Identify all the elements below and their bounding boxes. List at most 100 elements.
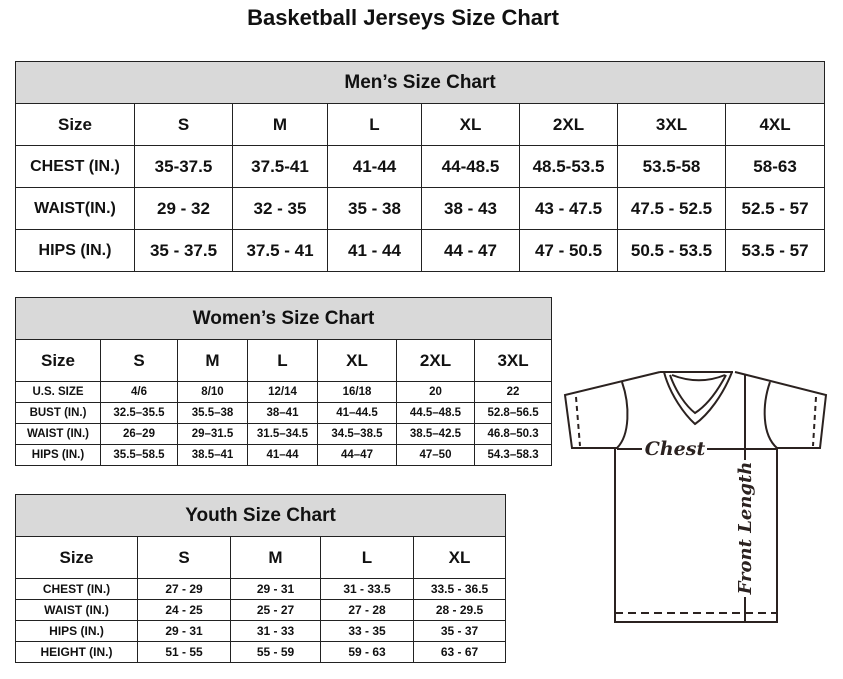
size-label: S [100, 339, 178, 382]
measurement-label: HIPS (IN.) [15, 620, 138, 642]
measurement-value: 33.5 - 36.5 [412, 578, 507, 600]
measurement-value: 26–29 [100, 423, 178, 445]
measurement-label: CHEST (IN.) [15, 145, 135, 188]
measurement-value: 35-37.5 [134, 145, 233, 188]
measurement-value: 31 - 33 [230, 620, 321, 642]
measurement-value: 41 - 44 [327, 229, 422, 272]
table-row: HIPS (IN.) 35.5–58.5 38.5–41 41–44 44–47 47–5… [15, 444, 553, 466]
measurement-value: 52.8–56.5 [473, 402, 553, 424]
measurement-value: 24 - 25 [137, 599, 231, 621]
measurement-value: 32 - 35 [232, 187, 328, 230]
measurement-value: 53.5-58 [617, 145, 726, 188]
youth-size-table: Youth Size Chart Size S M L XL CHEST (IN.) 27 … [14, 494, 507, 663]
measurement-label: CHEST (IN.) [15, 578, 138, 600]
measurement-label: BUST (IN.) [15, 402, 101, 424]
measurement-value: 53.5 - 57 [724, 229, 826, 272]
size-label: 3XL [617, 103, 726, 146]
measurement-value: 37.5 - 41 [232, 229, 328, 272]
measurement-label: HIPS (IN.) [15, 444, 101, 466]
measurement-value: 63 - 67 [412, 641, 507, 663]
table-row: WAIST(IN.) 29 - 32 32 - 35 35 - 38 38 - 43 43… [15, 187, 826, 230]
measurement-label: HEIGHT (IN.) [15, 641, 138, 663]
measurement-value: 46.8–50.3 [473, 423, 553, 445]
measurement-value: 50.5 - 53.5 [617, 229, 726, 272]
size-label: M [230, 536, 321, 579]
size-label: M [177, 339, 248, 382]
table-row: HIPS (IN.) 35 - 37.5 37.5 - 41 41 - 44 44 - … [15, 229, 826, 272]
measurement-label: WAIST (IN.) [15, 423, 101, 445]
youth-table-heading: Youth Size Chart [14, 494, 507, 537]
page-title: Basketball Jerseys Size Chart [247, 5, 559, 30]
measurement-value: 35 - 37.5 [134, 229, 233, 272]
measurement-value: 4/6 [100, 381, 178, 403]
measurement-value: 44-48.5 [421, 145, 520, 188]
table-row: BUST (IN.) 32.5–35.5 35.5–38 38–41 41–44.5 44… [15, 402, 553, 424]
measurement-value: 12/14 [247, 381, 318, 403]
size-label: 3XL [473, 339, 553, 382]
measurement-value: 32.5–35.5 [100, 402, 178, 424]
measurement-value: 38.5–42.5 [396, 423, 475, 445]
front-length-label: Front Length [735, 462, 756, 596]
measurement-value: 25 - 27 [230, 599, 321, 621]
measurement-value: 38 - 43 [421, 187, 520, 230]
measurement-value: 44 - 47 [421, 229, 520, 272]
measurement-value: 48.5-53.5 [519, 145, 618, 188]
measurement-value: 44.5–48.5 [396, 402, 475, 424]
measurement-value: 29–31.5 [177, 423, 248, 445]
table-row: HEIGHT (IN.) 51 - 55 55 - 59 59 - 63 63 - 67 [15, 641, 507, 663]
jersey-measurement-diagram: Chest Front Length [563, 371, 828, 623]
measurement-value: 22 [473, 381, 553, 403]
measurement-value: 52.5 - 57 [724, 187, 826, 230]
measurement-value: 41–44.5 [317, 402, 397, 424]
measurement-value: 55 - 59 [230, 641, 321, 663]
youth-table-body: Size S M L XL CHEST (IN.) 27 - 29 29 - 31 31 - 3… [15, 536, 507, 663]
mens-table-heading: Men’s Size Chart [14, 61, 826, 104]
measurement-value: 33 - 35 [320, 620, 414, 642]
measurement-value: 38.5–41 [177, 444, 248, 466]
size-label: S [134, 103, 233, 146]
measurement-label: U.S. SIZE [15, 381, 101, 403]
measurement-value: 35 - 37 [412, 620, 507, 642]
size-label: S [137, 536, 231, 579]
measurement-value: 41–44 [247, 444, 318, 466]
measurement-label: WAIST (IN.) [15, 599, 138, 621]
table-row: WAIST (IN.) 26–29 29–31.5 31.5–34.5 34.5–38.… [15, 423, 553, 445]
womens-table-heading: Women’s Size Chart [14, 297, 553, 340]
measurement-value: 27 - 29 [137, 578, 231, 600]
size-column-label: Size [15, 103, 135, 146]
size-header-row: Size S M L XL 2XL 3XL [15, 339, 553, 382]
size-label: M [232, 103, 328, 146]
measurement-value: 41-44 [327, 145, 422, 188]
size-label: XL [412, 536, 507, 579]
size-label: L [247, 339, 318, 382]
measurement-value: 58-63 [724, 145, 826, 188]
measurement-value: 8/10 [177, 381, 248, 403]
measurement-value: 44–47 [317, 444, 397, 466]
measurement-value: 20 [396, 381, 475, 403]
size-header-row: Size S M L XL 2XL 3XL 4XL [15, 103, 826, 146]
table-row: U.S. SIZE 4/6 8/10 12/14 16/18 20 22 [15, 381, 553, 403]
womens-table-body: Size S M L XL 2XL 3XL U.S. SIZE 4/6 8/10 12/14 16/1… [15, 339, 553, 466]
size-column-label: Size [15, 339, 101, 382]
measurement-value: 28 - 29.5 [412, 599, 507, 621]
measurement-value: 16/18 [317, 381, 397, 403]
table-row: CHEST (IN.) 35-37.5 37.5-41 41-44 44-48.5 48.… [15, 145, 826, 188]
size-label: XL [421, 103, 520, 146]
measurement-value: 47.5 - 52.5 [617, 187, 726, 230]
mens-table-body: Size S M L XL 2XL 3XL 4XL CHEST (IN.) 35-37.5 37.5… [15, 103, 826, 272]
measurement-value: 35.5–58.5 [100, 444, 178, 466]
size-label: XL [317, 339, 397, 382]
womens-size-table: Women’s Size Chart Size S M L XL 2XL 3XL U.S. S… [14, 297, 553, 466]
size-label: 2XL [396, 339, 475, 382]
measurement-value: 54.3–58.3 [473, 444, 553, 466]
table-row: CHEST (IN.) 27 - 29 29 - 31 31 - 33.5 33.5 -… [15, 578, 507, 600]
measurement-value: 35 - 38 [327, 187, 422, 230]
measurement-value: 47 - 50.5 [519, 229, 618, 272]
table-row: HIPS (IN.) 29 - 31 31 - 33 33 - 35 35 - 37 [15, 620, 507, 642]
mens-size-table: Men’s Size Chart Size S M L XL 2XL 3XL 4XL CHEST… [14, 61, 826, 272]
table-row: WAIST (IN.) 24 - 25 25 - 27 27 - 28 28 - 29.… [15, 599, 507, 621]
size-label: 4XL [724, 103, 826, 146]
measurement-value: 31.5–34.5 [247, 423, 318, 445]
measurement-value: 43 - 47.5 [519, 187, 618, 230]
measurement-value: 29 - 31 [137, 620, 231, 642]
